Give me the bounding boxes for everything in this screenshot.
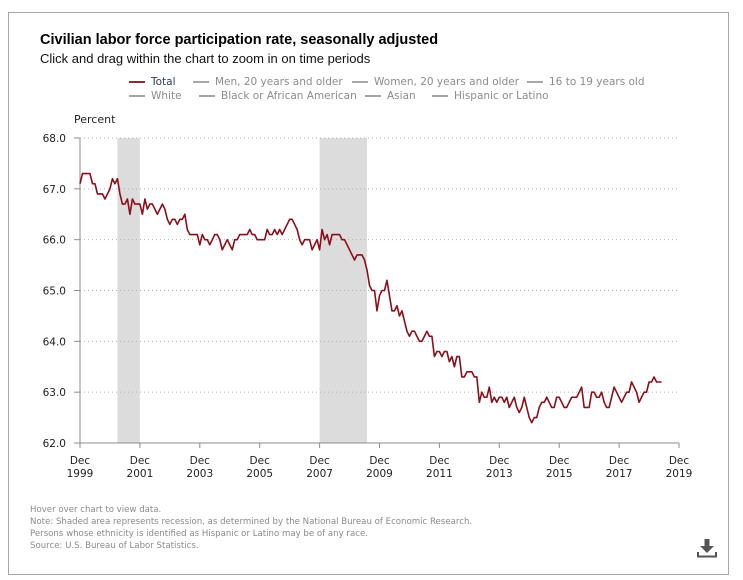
legend-label: White	[151, 90, 182, 102]
x-tick-label-month: Dec	[429, 455, 450, 467]
x-tick-label-month: Dec	[309, 455, 330, 467]
legend-item-black[interactable]: Black or African American	[199, 90, 357, 102]
download-icon	[697, 539, 717, 558]
x-tick-label-month: Dec	[250, 455, 271, 467]
legend-label: Black or African American	[221, 90, 357, 102]
x-tick-label-year: 2011	[426, 468, 453, 480]
legend-item-white[interactable]: White	[129, 90, 182, 102]
y-axis-title: Percent	[74, 113, 116, 126]
legend-swatch	[199, 95, 215, 97]
x-tick-label-year: 2009	[366, 468, 393, 480]
download-button[interactable]	[695, 537, 719, 559]
x-tick-label-year: 2013	[486, 468, 513, 480]
x-tick-label-month: Dec	[669, 455, 690, 467]
chart-subtitle: Click and drag within the chart to zoom …	[40, 51, 371, 66]
legend-swatch	[129, 81, 145, 83]
x-tick-label-year: 1999	[67, 468, 94, 480]
y-tick-label: 62.0	[43, 438, 66, 450]
recession-bands	[117, 138, 368, 443]
chart-title: Civilian labor force participation rate,…	[40, 32, 439, 48]
footnotes: Hover over chart to view data. Note: Sha…	[30, 504, 472, 552]
y-tick-label: 63.0	[43, 387, 66, 399]
x-tick-label-year: 2017	[606, 468, 633, 480]
x-tick-label-month: Dec	[70, 455, 91, 467]
x-tick-label-year: 2001	[127, 468, 154, 480]
legend-swatch	[193, 81, 209, 83]
note-ethnicity: Persons whose ethnicity is identified as…	[30, 529, 368, 539]
x-tick-label-month: Dec	[489, 455, 510, 467]
y-tick-label: 66.0	[43, 235, 66, 247]
x-tick-label-year: 2019	[666, 468, 693, 480]
legend-item-total[interactable]: Total	[129, 76, 176, 88]
note-source: Source: U.S. Bureau of Labor Statistics.	[30, 541, 199, 551]
series-line-total[interactable]	[79, 172, 662, 424]
x-tick-label-year: 2003	[186, 468, 213, 480]
y-axis-ticks: 62.0 63.0 64.0 65.0 66.0 67.0 68.0	[43, 133, 80, 450]
legend-label: Hispanic or Latino	[454, 90, 549, 102]
legend-item-16-to-19[interactable]: 16 to 19 years old	[527, 76, 645, 88]
x-tick-label-month: Dec	[549, 455, 570, 467]
note-hover: Hover over chart to view data.	[30, 505, 162, 515]
legend-swatch	[527, 81, 543, 83]
x-tick-label-month: Dec	[609, 455, 630, 467]
y-tick-label: 64.0	[43, 336, 66, 348]
x-tick-label-year: 2007	[306, 468, 333, 480]
legend-item-asian[interactable]: Asian	[365, 90, 416, 102]
legend-swatch	[365, 95, 381, 97]
legend-label: 16 to 19 years old	[549, 76, 645, 88]
x-tick-label-month: Dec	[130, 455, 151, 467]
legend-swatch	[352, 81, 368, 83]
legend-label: Women, 20 years and older	[374, 76, 520, 88]
y-tick-label: 68.0	[43, 133, 66, 145]
legend-item-men-20-older[interactable]: Men, 20 years and older	[193, 76, 343, 88]
series-group	[79, 172, 662, 424]
legend-label: Men, 20 years and older	[215, 76, 343, 88]
y-tick-label: 67.0	[43, 184, 66, 196]
legend-label: Total	[151, 76, 176, 88]
x-tick-label-month: Dec	[190, 455, 211, 467]
x-axis-ticks: Dec1999Dec2001Dec2003Dec2005Dec2007Dec20…	[67, 443, 693, 480]
gridlines	[80, 137, 679, 393]
legend-swatch	[432, 95, 448, 97]
x-tick-label-year: 2005	[246, 468, 273, 480]
legend-swatch	[129, 95, 145, 97]
y-tick-label: 65.0	[43, 286, 66, 298]
x-tick-label-month: Dec	[369, 455, 390, 467]
x-tick-label-year: 2015	[546, 468, 573, 480]
legend-item-women-20-older[interactable]: Women, 20 years and older	[352, 76, 519, 88]
recession-band	[319, 138, 368, 443]
legend-label: Asian	[387, 90, 416, 102]
note-recession: Note: Shaded area represents recession, …	[30, 517, 473, 527]
legend-item-hispanic[interactable]: Hispanic or Latino	[432, 90, 549, 102]
